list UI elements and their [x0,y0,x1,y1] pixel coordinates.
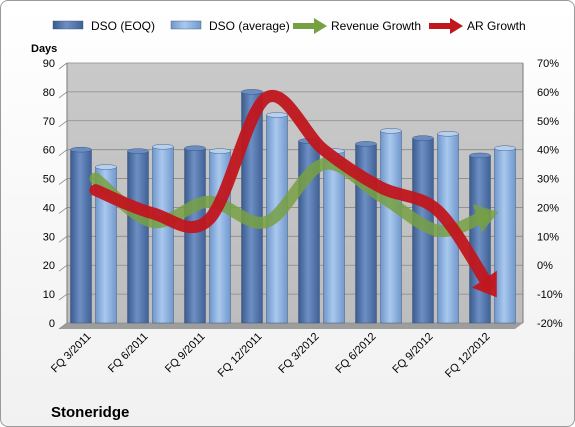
y-tick-label: 10 [43,289,55,301]
chart-title: Stoneridge [51,404,129,421]
y2-tick-label: 40% [537,145,559,157]
gridline-depth [58,207,68,214]
x-tick-label: FQ 12/2011 [216,331,265,380]
gridline-depth [58,149,68,156]
legend-label: DSO (average) [209,19,290,33]
series-arrowhead-1 [471,270,497,298]
series-line-1 [89,90,494,291]
y2-tick-label: 20% [537,202,559,214]
bar-0 [70,149,92,324]
y2-tick-label: -20% [537,318,563,330]
bar-top-1 [209,148,231,154]
gridline-depth [58,293,68,301]
x-tick-label: FQ 9/2012 [390,331,435,376]
bar-top-1 [380,128,402,134]
x-tick-label: FQ 3/2012 [276,331,321,376]
y-tick-label: 60 [43,145,55,157]
y-tick-label: 80 [43,87,55,99]
bar-1 [323,150,345,324]
bar-1 [380,130,402,324]
y2-tick-label: 70% [537,58,559,70]
x-tick-label: FQ 6/2012 [333,331,378,376]
bar-0 [184,148,206,324]
y2-tick-label: 60% [537,87,559,99]
y-tick-label: 40 [43,202,55,214]
y-tick-label: 70 [43,116,55,128]
gridline-depth [58,236,68,243]
legend-label: DSO (EOQ) [91,19,155,33]
y2-tick-label: 30% [537,174,559,186]
y2-tick-label: 10% [537,231,559,243]
x-tick-label: FQ 9/2011 [163,331,208,376]
bar-1 [494,148,516,324]
y-tick-label: 0 [49,318,55,330]
legend-swatch-head [450,18,463,34]
legend: DSO (EOQ) DSO (average) Revenue Growth AR G… [52,18,526,34]
y2-tick-label: 0% [537,260,553,272]
y-tick-label: 90 [43,58,55,70]
gridline-depth [58,322,68,330]
gridline-depth [58,62,68,70]
bar-top-0 [469,152,491,159]
legend-swatch-head [314,18,327,34]
bar-top-1 [152,144,174,150]
legend-label: Revenue Growth [331,19,421,33]
bar-top-1 [95,164,117,170]
gridline-depth [58,91,68,99]
x-tick-label: FQ 6/2011 [106,331,151,376]
bar-top-0 [184,145,206,151]
bar-0 [469,155,491,324]
y-tick-label: 50 [43,174,55,186]
bar-0 [127,150,149,324]
bar-top-0 [355,141,377,147]
y2-tick-label: 50% [537,116,559,128]
legend-swatch [170,20,202,30]
bar-top-0 [412,135,434,141]
bar-top-0 [127,148,149,154]
y-axis-label: Days [31,43,57,55]
gridline-depth [58,264,68,272]
bar-top-1 [494,145,516,151]
legend-swatch [52,20,84,30]
series-line-0 [89,157,490,238]
gridline-depth [58,178,68,185]
legend-label: AR Growth [467,19,526,33]
bar-top-0 [70,146,92,153]
plot-area: 0 10 20 30 40 50 60 70 80 90 -20% -10% 0% 10% 20% 30% 40… [43,58,563,380]
series-arrowhead-0 [472,204,499,233]
y-tick-label: 30 [43,231,55,243]
y2-tick-label: -10% [537,289,563,301]
bar-top-1 [437,131,459,137]
x-tick-label: FQ 12/2012 [443,331,493,381]
gridline-depth [58,120,68,128]
bar-1 [152,146,174,324]
bar-top-1 [266,112,288,118]
plot-floor [59,323,523,329]
y-tick-label: 20 [43,260,55,272]
bar-top-0 [241,89,263,95]
x-tick-label: FQ 3/2011 [49,331,94,376]
